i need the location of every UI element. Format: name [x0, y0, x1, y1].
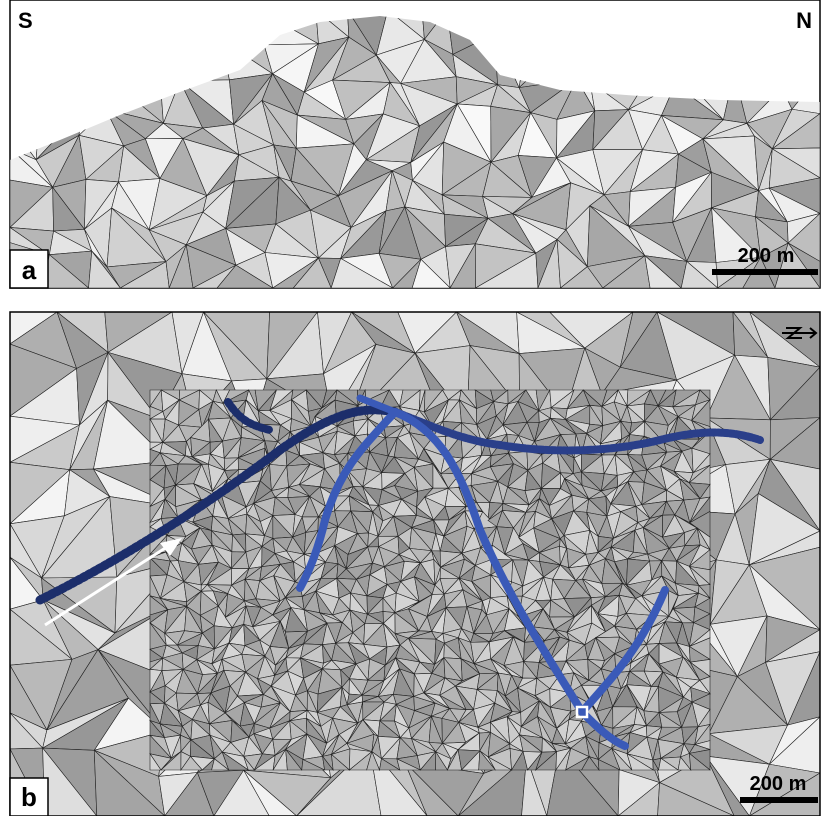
- page: S N a 200 m b 200 m (() => { const data …: [0, 0, 821, 816]
- scale-bar-label: 200 m: [738, 245, 795, 267]
- figure: S N a 200 m b 200 m: [0, 0, 821, 816]
- direction-label: S: [18, 8, 33, 33]
- direction-label: N: [796, 8, 812, 33]
- mesh-b: [10, 312, 820, 816]
- panel-label: a: [22, 255, 37, 285]
- panel-label: b: [21, 782, 37, 812]
- scale-bar-label: 200 m: [750, 773, 807, 795]
